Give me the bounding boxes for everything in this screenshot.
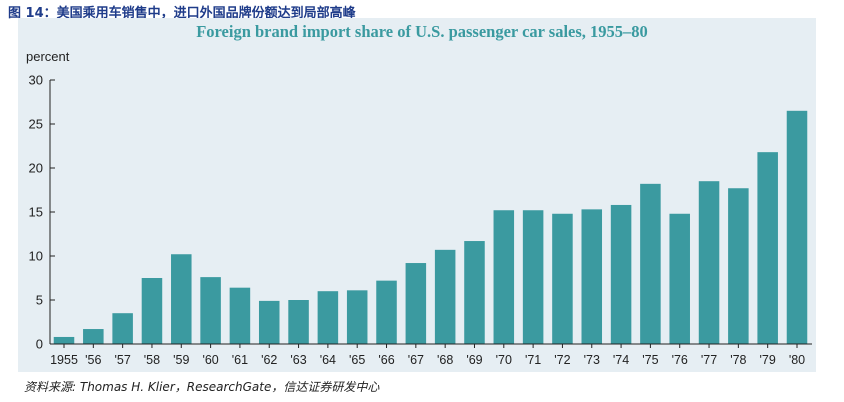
y-tick-label: 5	[36, 293, 43, 308]
y-tick-label: 25	[29, 117, 43, 132]
x-tick-label: '76	[672, 353, 688, 367]
x-tick-label: '71	[525, 353, 541, 367]
chart-title: Foreign brand import share of U.S. passe…	[196, 22, 648, 41]
bar	[200, 277, 221, 344]
x-tick-label: '58	[144, 353, 160, 367]
x-tick-label: '77	[701, 353, 717, 367]
x-tick-label: '74	[613, 353, 629, 367]
figure-title: 图 14：美国乘用车销售中，进口外国品牌份额达到局部高峰	[8, 6, 356, 21]
y-tick-label: 30	[29, 73, 43, 88]
y-axis-label: percent	[26, 49, 70, 64]
x-tick-label: '64	[320, 353, 336, 367]
bar	[83, 329, 104, 344]
source-note: 资料来源: Thomas H. Klier，ResearchGate，信达证券研…	[24, 380, 380, 394]
x-tick-label: '63	[290, 353, 306, 367]
x-tick-label: '69	[466, 353, 482, 367]
x-tick-label: '62	[261, 353, 277, 367]
bar	[581, 209, 603, 344]
bar	[757, 152, 778, 344]
bar	[405, 263, 427, 344]
bar	[464, 241, 485, 344]
bar	[552, 213, 573, 344]
bar	[141, 278, 163, 344]
x-tick-label: '65	[349, 353, 365, 367]
bar	[53, 336, 75, 344]
bar	[698, 181, 720, 344]
bar	[640, 183, 661, 344]
x-tick-label: '67	[408, 353, 424, 367]
bar	[434, 249, 456, 344]
bar	[229, 287, 251, 344]
x-tick-label: '80	[789, 353, 805, 367]
bar	[112, 313, 133, 344]
bar	[288, 300, 309, 344]
x-tick-label: '78	[730, 353, 746, 367]
bar	[376, 280, 397, 344]
bar	[317, 291, 339, 344]
bar	[258, 300, 280, 344]
x-tick-label: '73	[584, 353, 600, 367]
x-tick-label: '61	[232, 353, 248, 367]
bar	[493, 210, 515, 344]
x-tick-label: '57	[114, 353, 130, 367]
bar	[669, 213, 690, 344]
bar	[728, 188, 749, 344]
x-tick-label: 1955	[50, 353, 78, 367]
bar	[786, 110, 808, 344]
bar	[346, 290, 368, 344]
x-tick-label: '70	[496, 353, 512, 367]
x-tick-label: '56	[85, 353, 101, 367]
y-tick-label: 10	[29, 249, 43, 264]
y-tick-label: 15	[29, 205, 43, 220]
x-tick-label: '79	[760, 353, 776, 367]
x-tick-label: '72	[554, 353, 570, 367]
y-tick-label: 20	[29, 161, 43, 176]
y-tick-label: 0	[36, 337, 43, 352]
x-tick-label: '59	[173, 353, 189, 367]
x-tick-label: '68	[437, 353, 453, 367]
x-tick-label: '60	[202, 353, 218, 367]
x-tick-label: '75	[642, 353, 658, 367]
bar	[522, 210, 544, 344]
bar	[610, 204, 632, 344]
x-tick-label: '66	[378, 353, 394, 367]
bar	[171, 254, 192, 344]
